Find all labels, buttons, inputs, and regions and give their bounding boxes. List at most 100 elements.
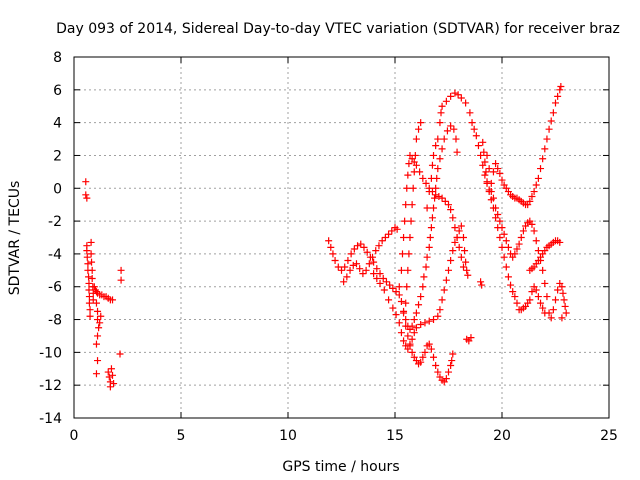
data-point	[485, 165, 493, 173]
data-point	[543, 293, 551, 301]
data-point	[94, 357, 102, 365]
data-point	[452, 135, 460, 143]
x-axis-ticks: 0 5 10 15 20 25	[70, 57, 618, 444]
data-point	[549, 306, 557, 314]
data-point	[543, 135, 551, 143]
data-point	[412, 309, 420, 317]
data-point	[500, 253, 508, 261]
data-point	[494, 165, 502, 173]
data-point	[448, 357, 456, 365]
y-tick-label: 4	[53, 116, 62, 132]
data-point	[432, 142, 440, 150]
data-point	[385, 230, 393, 238]
data-point	[466, 109, 474, 117]
data-point	[442, 375, 450, 383]
data-point	[425, 188, 433, 196]
data-point	[92, 299, 100, 307]
data-point	[116, 350, 124, 358]
x-axis-label: GPS time / hours	[282, 459, 399, 475]
data-point	[457, 94, 465, 102]
data-point	[402, 299, 410, 307]
data-point	[479, 138, 487, 146]
data-point	[434, 165, 442, 173]
data-point	[494, 211, 502, 219]
data-point	[477, 151, 485, 159]
y-tick-label: -4	[48, 247, 62, 263]
data-point	[504, 243, 512, 251]
data-point	[537, 299, 545, 307]
data-point	[88, 275, 96, 283]
data-point	[84, 260, 92, 268]
data-point	[400, 309, 408, 317]
data-point	[370, 258, 378, 266]
data-point	[431, 194, 439, 202]
data-point	[409, 184, 417, 192]
data-point	[478, 281, 486, 289]
data-point	[449, 247, 457, 255]
data-point	[347, 250, 355, 258]
data-point	[403, 184, 411, 192]
data-point	[561, 302, 569, 310]
data-point	[389, 284, 397, 292]
data-point	[109, 296, 117, 304]
data-point	[360, 243, 368, 251]
data-point	[334, 263, 342, 271]
data-point	[395, 291, 403, 299]
data-point	[459, 263, 467, 271]
y-tick-label: -2	[48, 214, 62, 230]
data-point	[489, 194, 497, 202]
data-point	[363, 248, 371, 256]
data-point	[365, 260, 373, 268]
data-point	[500, 230, 508, 238]
y-axis-label: SDTVAR / TECUs	[7, 181, 23, 296]
data-point	[430, 151, 438, 159]
data-point	[445, 201, 452, 209]
data-point	[451, 238, 459, 246]
data-point	[405, 160, 413, 168]
data-point	[107, 365, 115, 373]
data-point	[513, 299, 521, 307]
data-point	[341, 263, 349, 271]
data-point	[462, 99, 470, 107]
data-point	[451, 224, 459, 232]
data-point	[434, 312, 442, 320]
data-point	[88, 266, 96, 274]
data-point	[382, 278, 390, 286]
data-point	[408, 335, 416, 343]
data-point	[438, 145, 446, 153]
data-point	[369, 253, 377, 261]
data-point	[356, 265, 364, 273]
data-point	[380, 286, 388, 294]
data-point	[461, 247, 469, 255]
data-point	[117, 276, 125, 284]
data-point	[350, 245, 358, 253]
data-point	[90, 283, 98, 291]
data-point	[106, 383, 114, 391]
x-tick-label: 15	[386, 428, 404, 444]
data-point	[92, 288, 100, 296]
data-point	[477, 278, 485, 286]
data-point	[556, 86, 564, 94]
data-point	[427, 224, 435, 232]
data-point	[559, 289, 567, 297]
x-tick-label: 20	[493, 428, 511, 444]
data-point	[406, 340, 414, 348]
data-point	[373, 265, 381, 273]
data-point	[472, 132, 480, 140]
data-point	[470, 125, 478, 133]
data-point	[421, 319, 429, 327]
data-point	[545, 125, 553, 133]
data-point	[417, 293, 425, 301]
y-tick-label: 6	[53, 83, 62, 99]
data-point	[498, 243, 506, 251]
data-point	[450, 125, 458, 133]
data-point	[357, 240, 365, 248]
data-point	[558, 283, 566, 291]
data-point	[381, 234, 389, 241]
data-point	[415, 125, 423, 133]
data-point	[410, 168, 418, 176]
x-tick-label: 25	[600, 428, 618, 444]
data-point	[459, 234, 467, 241]
data-point	[406, 234, 414, 241]
data-point	[438, 296, 446, 304]
